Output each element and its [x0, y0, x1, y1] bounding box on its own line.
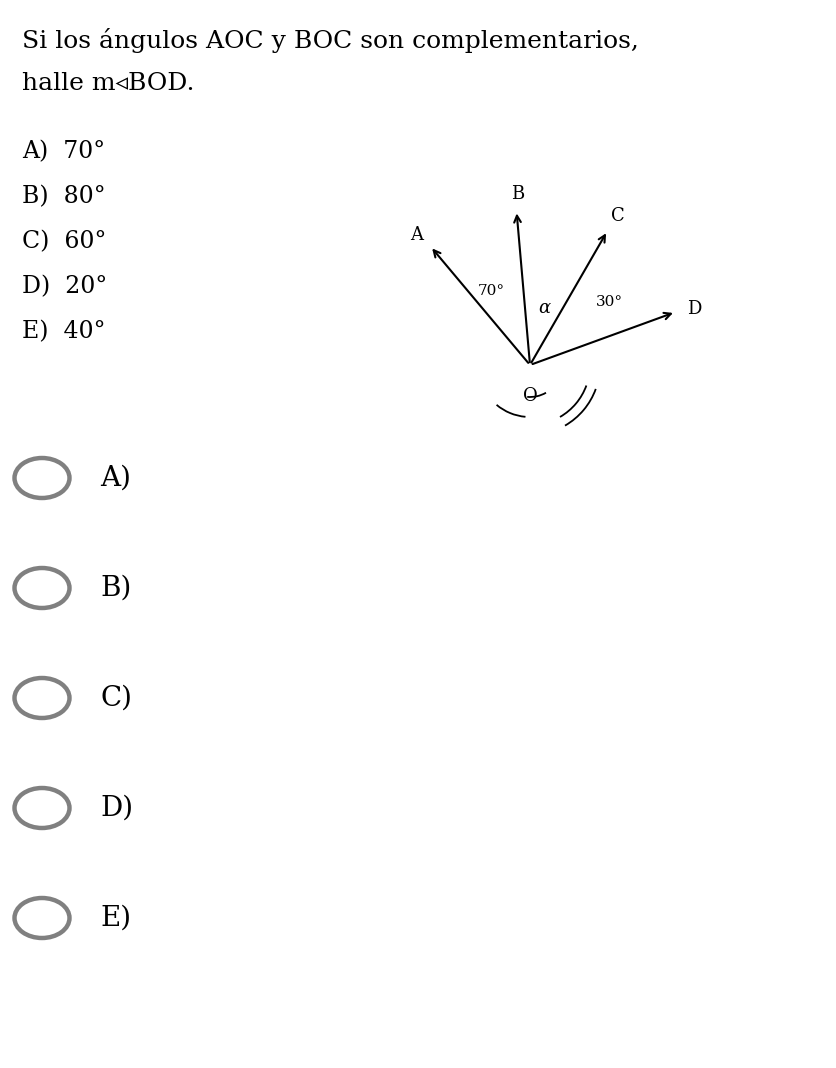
- Text: D: D: [686, 300, 701, 318]
- Text: D): D): [100, 795, 133, 821]
- Text: B: B: [511, 185, 524, 203]
- Text: B)  80°: B) 80°: [22, 185, 105, 208]
- Text: O: O: [522, 387, 538, 405]
- Text: A): A): [100, 465, 131, 491]
- Text: 30°: 30°: [595, 295, 623, 309]
- Text: E): E): [100, 905, 131, 931]
- Text: C: C: [611, 207, 624, 224]
- Text: B): B): [100, 575, 131, 601]
- Text: D)  20°: D) 20°: [22, 274, 107, 298]
- Text: C): C): [100, 685, 132, 711]
- Text: 70°: 70°: [478, 284, 505, 298]
- Text: E)  40°: E) 40°: [22, 320, 105, 343]
- Text: Si los ángulos AOC y BOC son complementarios,: Si los ángulos AOC y BOC son complementa…: [22, 28, 639, 53]
- Text: α: α: [538, 299, 551, 317]
- Text: C)  60°: C) 60°: [22, 230, 106, 253]
- Text: A)  70°: A) 70°: [22, 140, 105, 163]
- Text: halle m◃BOD.: halle m◃BOD.: [22, 72, 195, 95]
- Text: A: A: [410, 225, 423, 244]
